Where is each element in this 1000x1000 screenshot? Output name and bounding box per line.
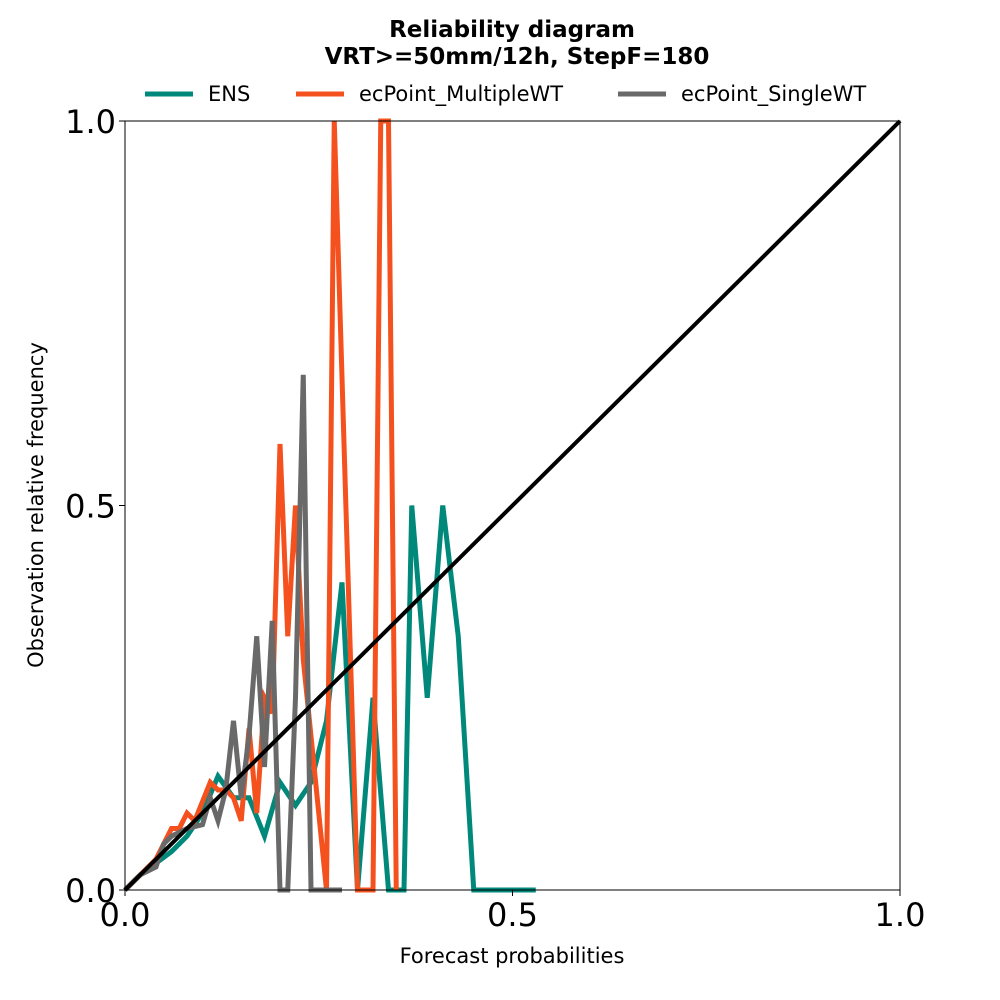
x-tick-label: 1.0 xyxy=(875,896,926,934)
y-axis-label: Observation relative frequency xyxy=(24,342,48,668)
y-tick-label: 1.0 xyxy=(65,103,116,141)
x-tick-label: 0.5 xyxy=(487,896,538,934)
series-line-ecpoint-singlewt xyxy=(123,374,342,893)
chart-subtitle: VRT>=50mm/12h, StepF=180 xyxy=(325,44,710,70)
legend: ENS ecPoint_MultipleWT ecPoint_SingleWT xyxy=(145,82,866,107)
chart-title: Reliability diagram xyxy=(389,17,635,43)
legend-label: ecPoint_SingleWT xyxy=(681,82,866,107)
legend-label: ENS xyxy=(208,82,250,106)
x-axis-ticks: 0.0 0.5 1.0 xyxy=(100,890,926,934)
series-line-ecpoint-multiplewt xyxy=(123,118,399,893)
y-tick-label: 0.0 xyxy=(65,872,116,910)
y-axis-ticks: 0.0 0.5 1.0 xyxy=(65,103,125,910)
x-axis-label: Forecast probabilities xyxy=(400,944,625,968)
y-tick-label: 0.5 xyxy=(65,488,116,526)
x-tick-label: 0.0 xyxy=(100,896,151,934)
series-group xyxy=(123,118,536,893)
perfect-reliability-line xyxy=(123,119,902,892)
legend-label: ecPoint_MultipleWT xyxy=(359,82,563,107)
